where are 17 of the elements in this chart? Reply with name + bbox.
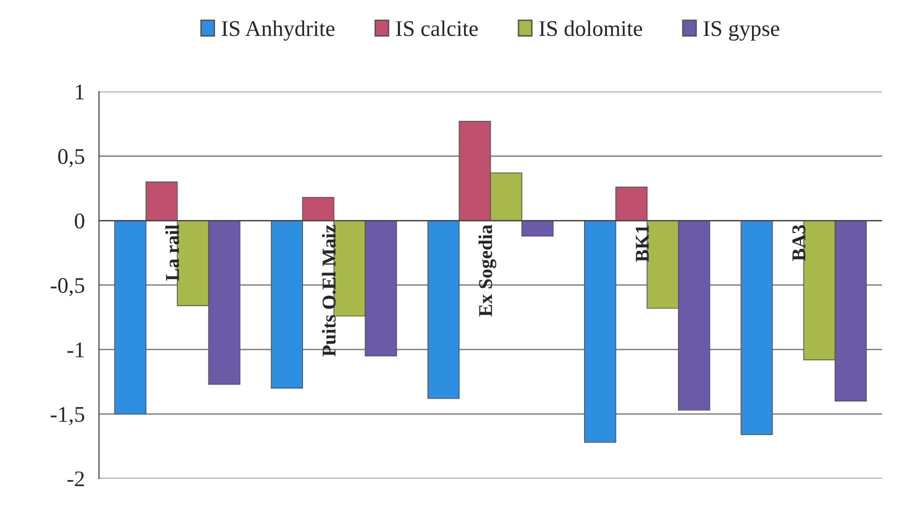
x-tick-label: La rail bbox=[165, 224, 180, 281]
x-tick-label: BK1 bbox=[636, 225, 649, 262]
y-tick-label: 0,5 bbox=[58, 149, 84, 168]
legend-label: IS Anhydrite bbox=[222, 20, 334, 41]
y-tick-label: -2 bbox=[67, 471, 84, 486]
legend-label: IS dolomite bbox=[539, 20, 642, 36]
y-tick-label: -1,5 bbox=[50, 407, 84, 426]
x-tick-label: Ex Sogedia bbox=[478, 224, 496, 316]
y-tick-label: -0,5 bbox=[50, 278, 84, 296]
bar bbox=[740, 220, 773, 436]
y-tick-label: 0 bbox=[74, 214, 84, 228]
x-tick-label: BA3 bbox=[792, 225, 806, 261]
y-tick-label: 1 bbox=[76, 84, 84, 100]
legend-label: IS gypse bbox=[704, 21, 780, 41]
y-tick-label: -1 bbox=[67, 342, 84, 358]
legend-label: IS calcite bbox=[396, 20, 478, 36]
x-tick-label: Puits O.El Maiz bbox=[322, 224, 336, 356]
